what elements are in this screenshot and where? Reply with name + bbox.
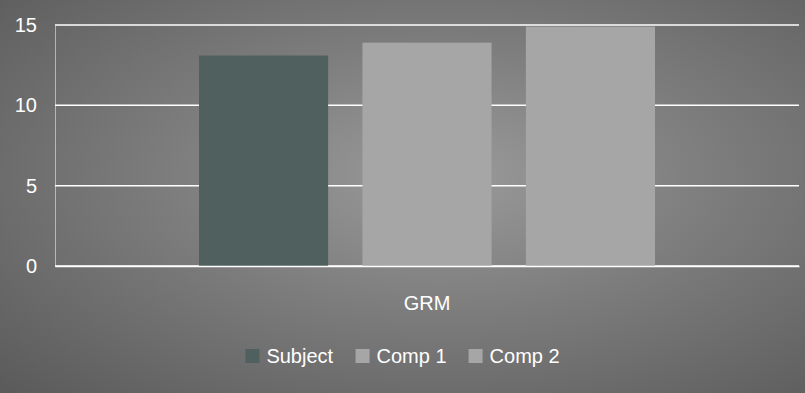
- y-tick: 0: [26, 255, 55, 277]
- legend-swatch: [245, 349, 259, 363]
- x-axis-line: [56, 266, 800, 268]
- legend-swatch: [469, 349, 483, 363]
- legend-item: Comp 2: [469, 345, 560, 367]
- plot: 0 5 10 15 GRM: [15, 14, 800, 314]
- legend-swatch: [356, 349, 370, 363]
- legend-label: Comp 2: [490, 345, 560, 367]
- x-tick-label: GRM: [404, 292, 451, 314]
- y-axis-line: [55, 26, 56, 267]
- chart: 0 5 10 15 GRM Subject Comp 1 Comp 2: [0, 0, 805, 393]
- grid-line: [55, 24, 799, 26]
- y-tick: 5: [26, 175, 55, 197]
- grid: [55, 25, 799, 266]
- legend-label: Subject: [266, 345, 333, 367]
- y-tick-label: 10: [15, 94, 37, 116]
- bars: [199, 27, 655, 266]
- bar: [362, 43, 491, 266]
- legend-label: Comp 1: [377, 345, 447, 367]
- bar: [526, 27, 655, 266]
- y-tick: 10: [15, 94, 55, 116]
- legend: Subject Comp 1 Comp 2: [245, 345, 559, 367]
- x-tick: GRM: [404, 266, 451, 314]
- bar: [199, 56, 328, 266]
- y-tick: 15: [15, 14, 55, 36]
- y-axis: 0 5 10 15: [15, 14, 56, 277]
- y-tick-label: 15: [15, 14, 37, 36]
- legend-item: Subject: [245, 345, 333, 367]
- legend-item: Comp 1: [356, 345, 447, 367]
- x-axis: GRM: [56, 266, 800, 314]
- y-tick-label: 5: [26, 175, 37, 197]
- y-tick-label: 0: [26, 255, 37, 277]
